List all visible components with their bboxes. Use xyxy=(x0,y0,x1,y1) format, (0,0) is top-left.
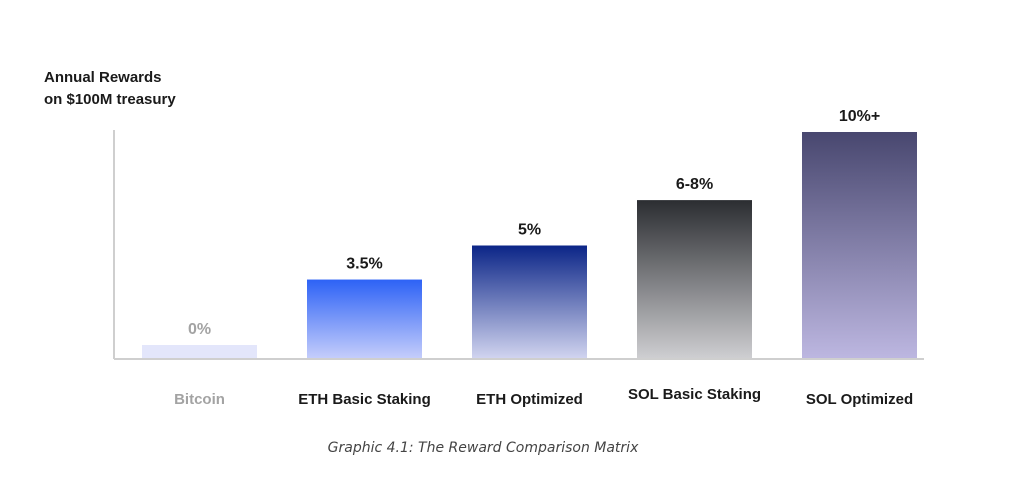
bar-bitcoin xyxy=(142,345,257,359)
bar-eth-optimized xyxy=(472,245,587,359)
category-label-sol-optimized: SOL Optimized xyxy=(806,391,913,408)
category-label-bitcoin: Bitcoin xyxy=(174,391,225,408)
chart-caption: Graphic 4.1: The Reward Comparison Matri… xyxy=(327,440,639,456)
value-label-sol-optimized: 10%+ xyxy=(839,108,880,125)
value-label-eth-basic-staking: 3.5% xyxy=(346,256,382,273)
value-label-eth-optimized: 5% xyxy=(518,222,541,239)
category-label-sol-basic-staking: SOL Basic Staking xyxy=(628,386,761,403)
bar-sol-optimized xyxy=(802,132,917,359)
value-label-sol-basic-staking: 6-8% xyxy=(676,176,713,193)
category-label-eth-optimized: ETH Optimized xyxy=(476,391,583,408)
bar-sol-basic-staking xyxy=(637,200,752,359)
y-axis-label: Annual Rewards on $100M treasury xyxy=(44,69,176,108)
category-label-eth-basic-staking: ETH Basic Staking xyxy=(298,391,431,408)
value-label-bitcoin: 0% xyxy=(188,321,211,338)
bar-eth-basic-staking xyxy=(307,279,422,359)
